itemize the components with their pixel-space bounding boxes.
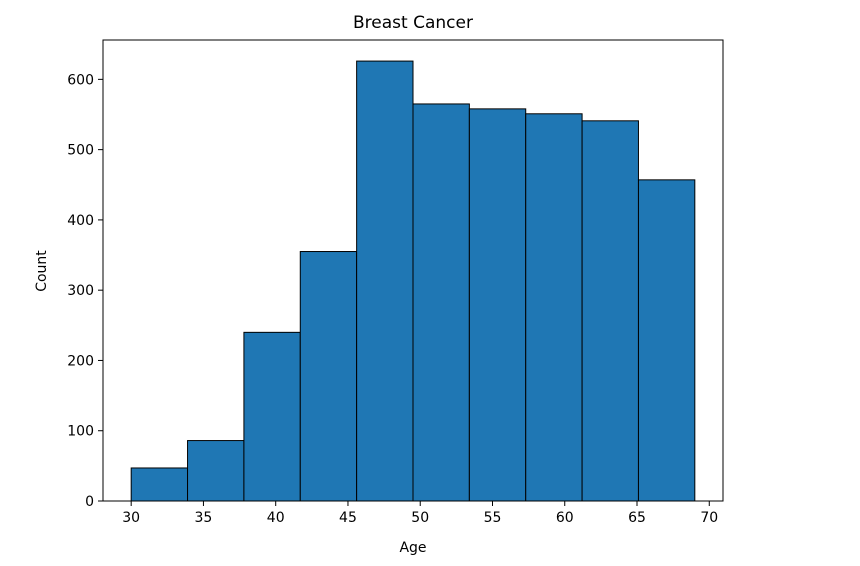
x-tick-label: 65: [628, 510, 646, 526]
x-tick-label: 60: [556, 510, 574, 526]
x-axis-ticks: 30 35 40 45 50 55 60 65 70: [122, 501, 718, 526]
x-tick-label: 45: [339, 510, 357, 526]
histogram-bar: [187, 440, 245, 502]
bars-group: [130, 60, 696, 502]
x-axis-label: Age: [399, 540, 426, 556]
y-axis-ticks: 0 100 200 300 400 500 600: [67, 72, 103, 510]
histogram-bar: [299, 251, 358, 502]
histogram-bar: [130, 467, 189, 502]
histogram-bar: [356, 60, 414, 502]
histogram-bar: [468, 108, 527, 502]
y-axis-label: Count: [34, 250, 50, 292]
histogram-bar: [243, 331, 301, 502]
y-tick-label: 300: [67, 283, 94, 299]
y-tick-label: 600: [67, 72, 94, 88]
x-tick-label: 70: [700, 510, 718, 526]
x-tick-label: 30: [122, 510, 140, 526]
x-tick-label: 55: [484, 510, 502, 526]
histogram-bar: [412, 103, 470, 502]
x-tick-label: 40: [267, 510, 285, 526]
x-tick-label: 35: [195, 510, 213, 526]
y-tick-label: 200: [67, 353, 94, 369]
y-tick-label: 0: [85, 494, 94, 510]
histogram-bar: [637, 179, 696, 502]
x-tick-label: 50: [411, 510, 429, 526]
y-tick-label: 500: [67, 143, 94, 159]
chart-title: Breast Cancer: [353, 13, 473, 33]
y-tick-label: 100: [67, 424, 94, 440]
plot-frame: [102, 39, 724, 502]
histogram-bar: [581, 120, 639, 502]
histogram-bar: [525, 113, 583, 502]
y-tick-label: 400: [67, 213, 94, 229]
